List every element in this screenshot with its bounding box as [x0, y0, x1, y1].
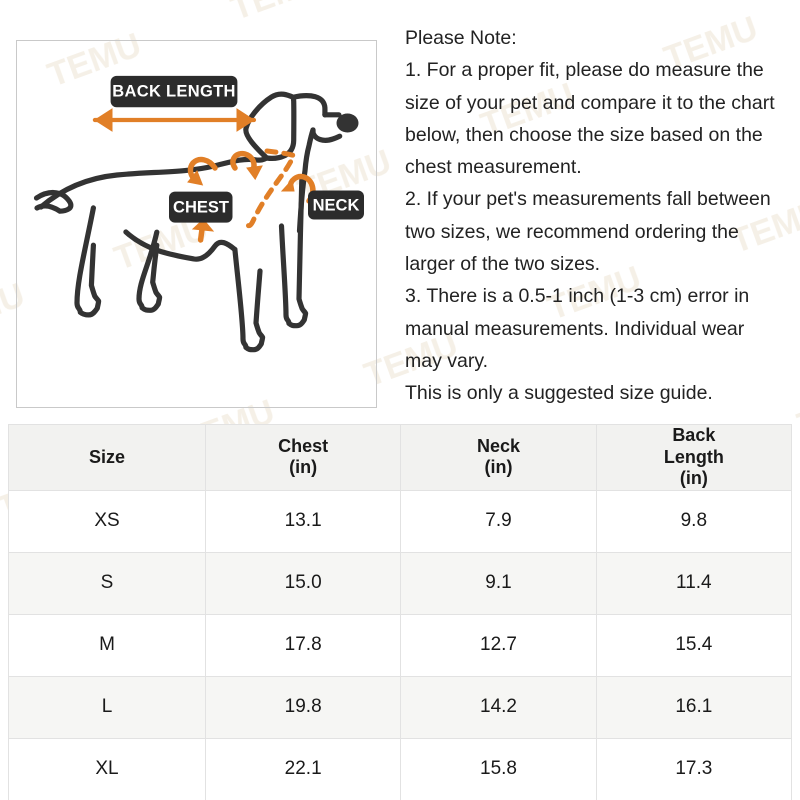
svg-text:NECK: NECK — [313, 197, 360, 215]
svg-text:BACK LENGTH: BACK LENGTH — [112, 83, 235, 101]
svg-text:CHEST: CHEST — [173, 199, 229, 217]
